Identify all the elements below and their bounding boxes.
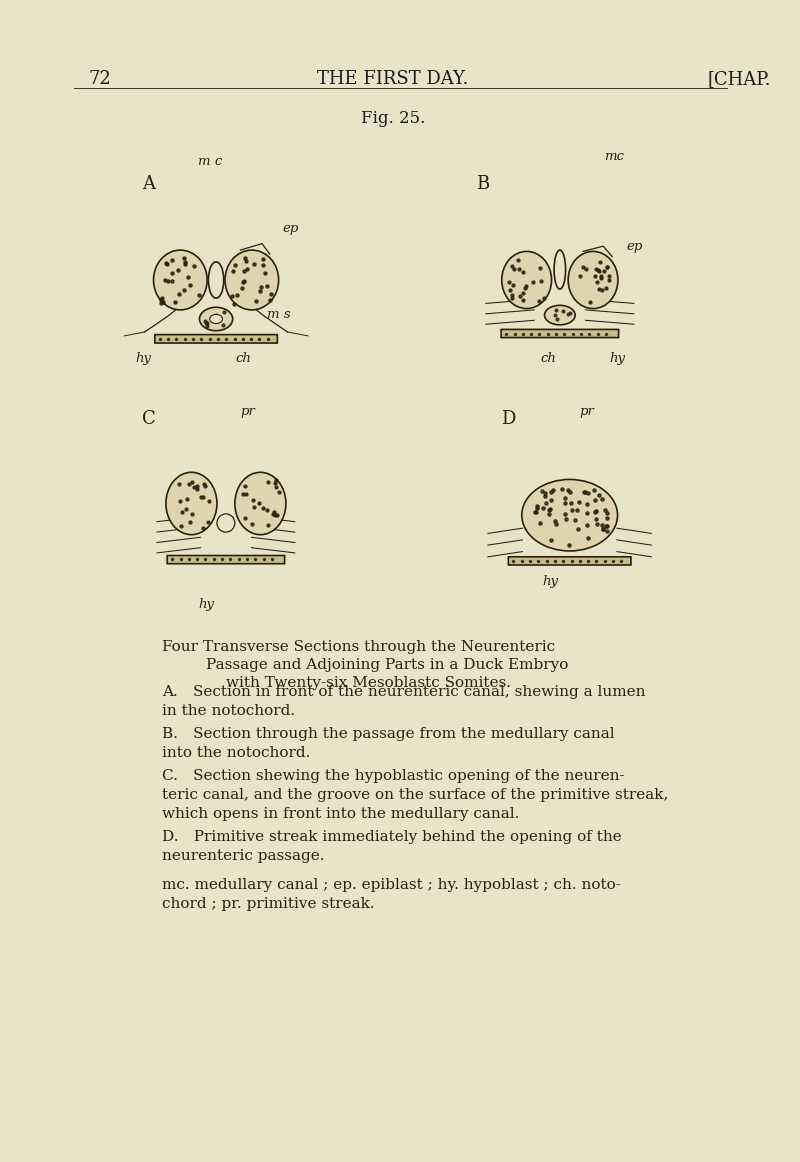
Text: m c: m c [198, 155, 222, 168]
Text: mc. medullary canal ; ep. epiblast ; hy. hypoblast ; ch. noto-: mc. medullary canal ; ep. epiblast ; hy.… [162, 878, 621, 892]
Text: pr: pr [241, 406, 255, 418]
Text: ep: ep [626, 241, 643, 253]
Ellipse shape [217, 514, 235, 532]
Text: hy: hy [198, 598, 214, 611]
Text: ep: ep [283, 222, 299, 235]
Text: hy: hy [135, 352, 151, 365]
Ellipse shape [235, 472, 286, 535]
Text: which opens in front into the medullary canal.: which opens in front into the medullary … [162, 806, 519, 822]
FancyBboxPatch shape [154, 335, 278, 343]
Ellipse shape [209, 261, 224, 299]
Text: 72: 72 [88, 70, 111, 88]
Text: D: D [501, 410, 515, 428]
Text: THE FIRST DAY.: THE FIRST DAY. [317, 70, 469, 88]
Text: Passage and Adjoining Parts in a Duck Embryo: Passage and Adjoining Parts in a Duck Em… [206, 658, 569, 672]
Text: mc: mc [604, 150, 624, 163]
Text: hy: hy [542, 575, 558, 588]
Ellipse shape [502, 251, 551, 309]
Text: C: C [142, 410, 156, 428]
FancyBboxPatch shape [501, 329, 618, 338]
Text: chord ; pr. primitive streak.: chord ; pr. primitive streak. [162, 897, 374, 911]
Text: Four Transverse Sections through the Neurenteric: Four Transverse Sections through the Neu… [162, 640, 555, 654]
Ellipse shape [166, 472, 217, 535]
Text: m s: m s [267, 308, 290, 321]
FancyBboxPatch shape [167, 555, 285, 564]
Text: Fig. 25.: Fig. 25. [361, 110, 425, 127]
Ellipse shape [154, 250, 207, 310]
Text: B. Section through the passage from the medullary canal: B. Section through the passage from the … [162, 727, 614, 741]
Ellipse shape [199, 307, 233, 331]
Text: into the notochord.: into the notochord. [162, 746, 310, 760]
Ellipse shape [568, 251, 618, 309]
Text: A. Section in front of the neurenteric canal, shewing a lumen: A. Section in front of the neurenteric c… [162, 686, 646, 700]
Ellipse shape [554, 250, 566, 289]
Text: with Twenty-six Mesoblastc Somites.: with Twenty-six Mesoblastc Somites. [226, 676, 511, 690]
Ellipse shape [545, 306, 575, 325]
Ellipse shape [225, 250, 278, 310]
Text: ch: ch [540, 352, 556, 365]
Text: ch: ch [236, 352, 251, 365]
Text: A: A [142, 175, 155, 193]
Ellipse shape [210, 315, 222, 323]
Text: pr: pr [579, 406, 594, 418]
Text: C. Section shewing the hypoblastic opening of the neuren-: C. Section shewing the hypoblastic openi… [162, 769, 625, 783]
Text: D. Primitive streak immediately behind the opening of the: D. Primitive streak immediately behind t… [162, 830, 622, 844]
Text: [CHAP.: [CHAP. [707, 70, 770, 88]
Text: neurenteric passage.: neurenteric passage. [162, 849, 325, 863]
Text: teric canal, and the groove on the surface of the primitive streak,: teric canal, and the groove on the surfa… [162, 788, 669, 802]
FancyBboxPatch shape [508, 557, 631, 565]
Text: hy: hy [609, 352, 625, 365]
Ellipse shape [522, 480, 618, 551]
Text: in the notochord.: in the notochord. [162, 704, 295, 718]
Text: B: B [476, 175, 490, 193]
